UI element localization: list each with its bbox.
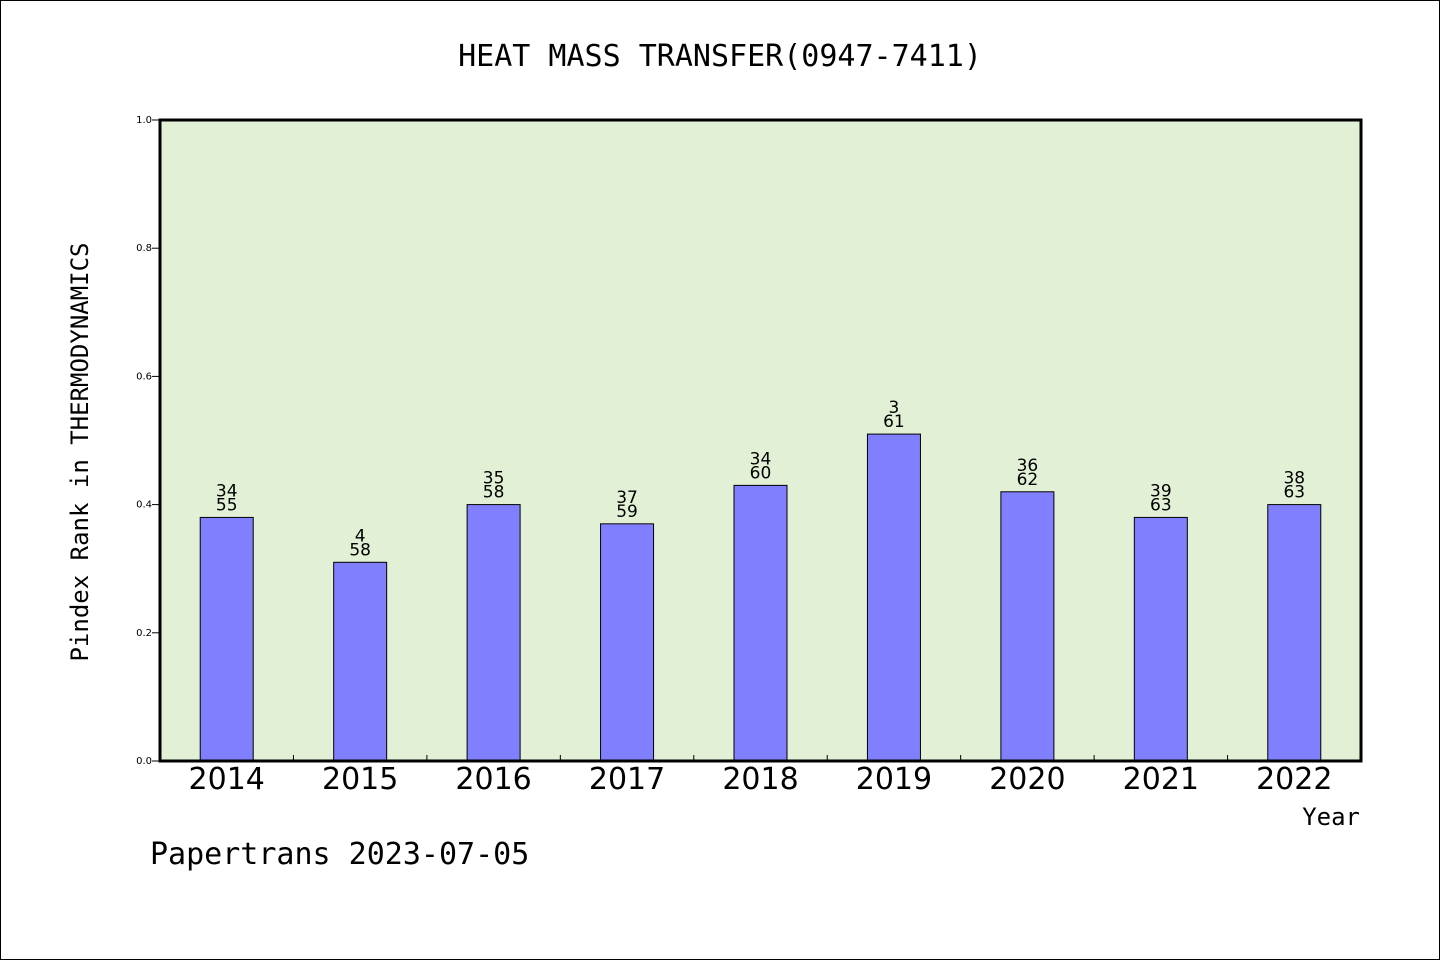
bar: [199, 516, 254, 762]
bar: [866, 433, 921, 762]
y-axis-label: Pindex Rank in THERMODYNAMICS: [66, 242, 94, 661]
bar: [733, 484, 788, 762]
bar: [1133, 516, 1188, 762]
footer-text: Papertrans 2023-07-05: [150, 837, 529, 872]
plot-border: [158, 118, 1363, 763]
x-tick-label: 2020: [989, 762, 1065, 797]
x-axis-label: Year: [1302, 803, 1360, 831]
y-axis: 0.0 0.2 0.4 0.6 0.8 1.0: [136, 115, 160, 767]
total-label: 62: [1017, 470, 1039, 490]
rank-label: 34: [216, 481, 238, 501]
rank-label: 38: [1283, 469, 1305, 489]
bar: [466, 504, 521, 762]
y-tick-label: 0.0: [136, 756, 152, 767]
y-tick-label: 0.8: [136, 243, 152, 254]
y-tick-label: 0.6: [136, 371, 152, 382]
bar: [600, 523, 655, 762]
total-label: 60: [750, 463, 772, 483]
total-label: 58: [483, 483, 505, 503]
x-axis: 2014 2015 2016 2017 2018 2019 2020 2021 2022: [189, 755, 1332, 797]
rank-label: 34: [750, 449, 772, 469]
bar: [1267, 504, 1322, 762]
rank-label: 37: [616, 488, 638, 508]
rank-label: 4: [355, 526, 366, 546]
rank-label: 35: [483, 469, 505, 489]
x-tick-label: 2019: [856, 762, 932, 797]
total-label: 63: [1283, 483, 1305, 503]
total-label: 63: [1150, 495, 1172, 515]
x-tick-label: 2021: [1123, 762, 1199, 797]
total-label: 59: [616, 502, 638, 522]
rank-label: 39: [1150, 481, 1172, 501]
total-label: 55: [216, 495, 238, 515]
y-tick-label: 0.4: [136, 500, 152, 511]
bar: [333, 561, 388, 762]
x-tick-label: 2017: [589, 762, 665, 797]
chart-title: HEAT MASS TRANSFER(0947-7411): [458, 39, 982, 74]
rank-label: 36: [1017, 456, 1039, 476]
total-label: 61: [883, 412, 905, 432]
bar: [1000, 491, 1055, 762]
bars-group: [199, 433, 1322, 762]
rank-label: 3: [889, 398, 900, 418]
y-tick-label: 0.2: [136, 628, 152, 639]
x-tick-label: 2014: [189, 762, 265, 797]
y-tick-label: 1.0: [136, 115, 152, 126]
x-tick-label: 2016: [455, 762, 531, 797]
x-tick-label: 2022: [1256, 762, 1332, 797]
x-tick-label: 2018: [722, 762, 798, 797]
x-tick-label: 2015: [322, 762, 398, 797]
total-label: 58: [349, 540, 371, 560]
